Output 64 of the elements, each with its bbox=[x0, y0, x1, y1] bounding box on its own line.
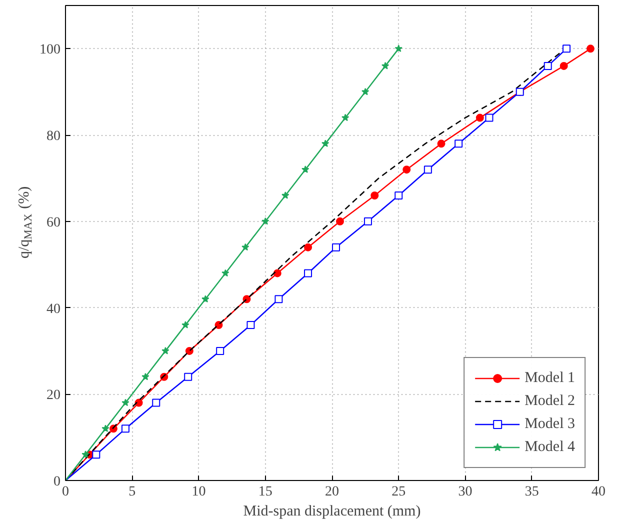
point bbox=[262, 217, 270, 225]
point bbox=[322, 140, 330, 148]
point bbox=[544, 62, 552, 70]
point bbox=[341, 114, 350, 122]
point bbox=[370, 192, 379, 200]
point bbox=[246, 321, 255, 330]
point bbox=[586, 44, 595, 53]
x-tick-label: 25 bbox=[392, 484, 406, 500]
x-tick-label: 30 bbox=[458, 484, 472, 500]
point bbox=[282, 192, 290, 199]
point bbox=[182, 321, 190, 328]
point bbox=[562, 44, 571, 53]
legend-label: Model 4 bbox=[524, 438, 575, 456]
legend-label: Model 1 bbox=[524, 370, 575, 386]
legend-label: Model 3 bbox=[524, 416, 575, 432]
x-tick-label: 35 bbox=[524, 484, 539, 500]
point bbox=[476, 114, 484, 122]
point bbox=[92, 450, 100, 459]
point bbox=[273, 269, 282, 278]
point bbox=[162, 346, 170, 354]
point bbox=[332, 243, 340, 252]
legend-label: Model 2 bbox=[524, 392, 575, 410]
y-axis-title: q/qMAX (%) bbox=[16, 186, 34, 259]
x-tick-label: 5 bbox=[128, 484, 136, 500]
point bbox=[142, 372, 150, 380]
point bbox=[402, 166, 411, 174]
point bbox=[304, 269, 312, 278]
x-tick-label: 40 bbox=[592, 484, 606, 500]
point bbox=[184, 372, 192, 381]
y-tick-label: 60 bbox=[46, 215, 60, 230]
x-tick-label: 15 bbox=[258, 484, 272, 500]
point bbox=[336, 217, 344, 226]
y-tick-label: 40 bbox=[46, 302, 60, 317]
point bbox=[361, 88, 370, 96]
point bbox=[82, 450, 90, 458]
x-tick-label: 10 bbox=[192, 484, 206, 500]
point bbox=[485, 114, 494, 122]
point bbox=[381, 62, 390, 70]
point bbox=[560, 62, 568, 70]
y-tick-label: 100 bbox=[40, 42, 60, 58]
point bbox=[437, 140, 446, 148]
y-tick-label: 80 bbox=[46, 129, 60, 144]
point bbox=[304, 243, 312, 252]
point bbox=[242, 243, 250, 251]
point bbox=[134, 398, 143, 407]
point bbox=[185, 346, 194, 355]
point bbox=[454, 140, 463, 148]
x-tick-label: 20 bbox=[325, 484, 339, 500]
point bbox=[274, 295, 283, 304]
point bbox=[216, 346, 224, 355]
point bbox=[364, 217, 372, 226]
point bbox=[394, 192, 403, 200]
point bbox=[302, 166, 310, 173]
point bbox=[424, 166, 432, 174]
point bbox=[152, 398, 160, 407]
point bbox=[222, 269, 230, 277]
point bbox=[122, 398, 130, 406]
point bbox=[121, 424, 130, 433]
point bbox=[102, 424, 110, 432]
y-tick-label: 20 bbox=[46, 388, 60, 404]
y-tick-label: 0 bbox=[54, 474, 60, 490]
point bbox=[394, 44, 402, 52]
point bbox=[202, 295, 210, 302]
x-axis-title: Mid-span displacement (mm) bbox=[243, 504, 421, 520]
